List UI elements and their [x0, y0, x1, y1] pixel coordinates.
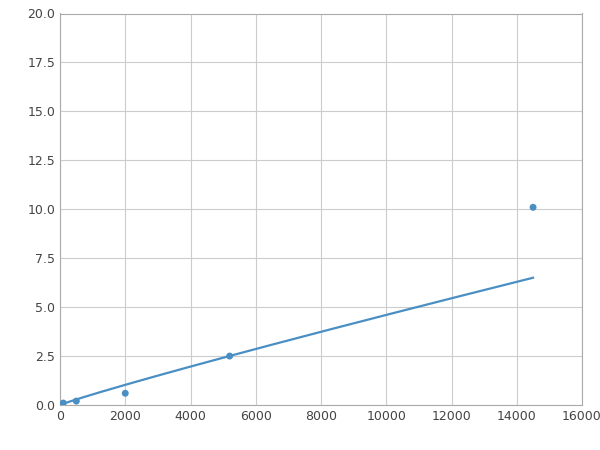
- Point: [225, 352, 235, 360]
- Point: [58, 400, 68, 407]
- Point: [121, 390, 130, 397]
- Point: [528, 204, 538, 211]
- Point: [71, 397, 81, 405]
